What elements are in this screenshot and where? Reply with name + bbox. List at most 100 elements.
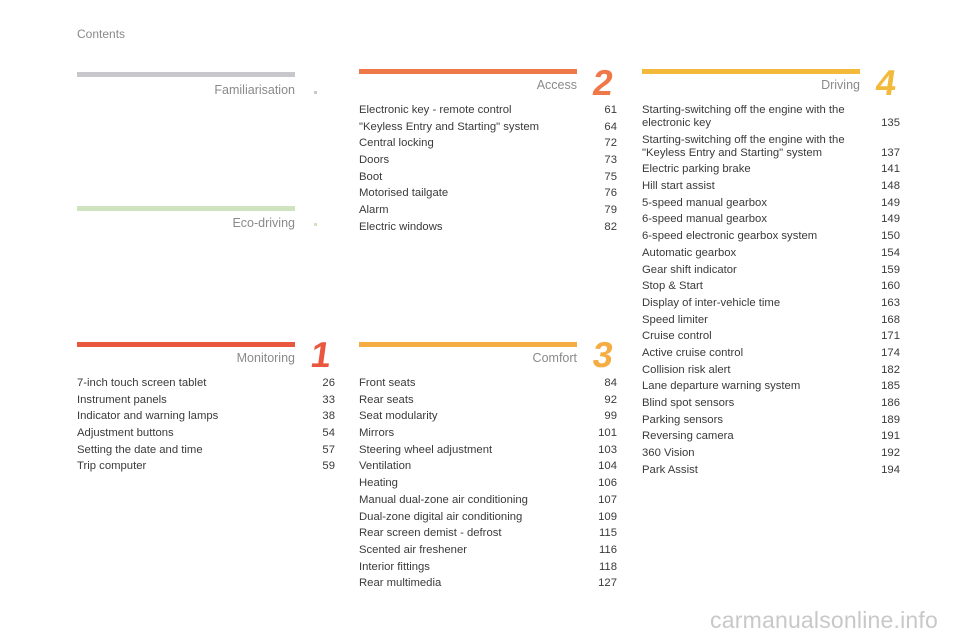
toc-entry-page: 38 <box>322 410 335 423</box>
toc-entry[interactable]: Steering wheel adjustment 103 <box>359 444 617 457</box>
toc-entry-page: 54 <box>322 427 335 440</box>
toc-entry[interactable]: Central locking 72 <box>359 137 617 150</box>
toc-entry[interactable]: Display of inter-vehicle time 163 <box>642 297 900 310</box>
toc-entry[interactable]: Trip computer 59 <box>77 460 335 473</box>
toc-entry-label: 360 Vision <box>642 447 695 460</box>
toc-entry[interactable]: Cruise control 171 <box>642 330 900 343</box>
toc-entry-label: Starting-switching off the engine with t… <box>642 104 845 129</box>
section-title: Monitoring <box>236 351 295 365</box>
toc-entry[interactable]: Boot 75 <box>359 171 617 184</box>
toc-entry-page: 61 <box>604 104 617 116</box>
toc-entry-label: Stop & Start <box>642 280 703 293</box>
toc-entry-label: Rear seats <box>359 393 414 406</box>
toc-entry[interactable]: Rear seats 92 <box>359 394 617 407</box>
toc-entry-label: Adjustment buttons <box>77 427 174 440</box>
toc-entry[interactable]: Stop & Start 160 <box>642 280 900 293</box>
toc-entry-label: Seat modularity <box>359 410 438 423</box>
toc-entry-page: 137 <box>881 146 900 159</box>
section-bar <box>359 69 577 74</box>
toc-entry-page: 185 <box>881 380 900 393</box>
toc-entry-page: 127 <box>598 577 617 590</box>
toc-entry-page: 182 <box>881 363 900 376</box>
toc-entry-page: 92 <box>604 393 617 406</box>
toc-entry[interactable]: Parking sensors 189 <box>642 414 900 427</box>
toc-entry[interactable]: Electronic key - remote control 61 <box>359 104 617 117</box>
section-marker-icon <box>314 91 317 94</box>
toc-entry-label: 7-inch touch screen tablet <box>77 377 207 389</box>
toc-entry-label: Blind spot sensors <box>642 397 735 409</box>
toc-entry-page: 174 <box>881 346 900 359</box>
toc-entry[interactable]: Setting the date and time 57 <box>77 444 335 457</box>
toc-entry-page: 171 <box>881 330 900 343</box>
toc-entry-label: "Keyless Entry and Starting" system <box>359 120 540 133</box>
toc-entry[interactable]: Scented air freshener 116 <box>359 544 617 557</box>
toc-entry[interactable]: Indicator and warning lamps 38 <box>77 410 335 423</box>
toc-entry[interactable]: Rear screen demist - defrost 115 <box>359 527 617 540</box>
toc-entry[interactable]: Speed limiter 168 <box>642 314 900 327</box>
section-number: 2 <box>590 62 616 103</box>
toc-entry-page: 116 <box>598 543 617 556</box>
toc-entry[interactable]: Reversing camera 191 <box>642 430 900 443</box>
toc-entry[interactable]: Interior fittings 118 <box>359 561 617 574</box>
toc-entry[interactable]: Doors 73 <box>359 154 617 167</box>
toc-entry[interactable]: Park Assist 194 <box>642 464 900 477</box>
toc-entry-page: 104 <box>598 460 617 473</box>
toc-entry[interactable]: Automatic gearbox 154 <box>642 247 900 260</box>
toc-entry[interactable]: Electric parking brake 141 <box>642 163 900 176</box>
toc-entry[interactable]: 6-speed manual gearbox 149 <box>642 213 900 226</box>
toc-entry[interactable]: Motorised tailgate 76 <box>359 187 617 200</box>
toc-entry-page: 160 <box>881 280 900 293</box>
toc-entry-label: Steering wheel adjustment <box>359 443 493 456</box>
toc-entry-page: 59 <box>322 460 335 473</box>
toc-entry[interactable]: 6-speed electronic gearbox system 150 <box>642 230 900 243</box>
toc-entry[interactable]: Adjustment buttons 54 <box>77 427 335 440</box>
section-title: Driving <box>821 78 860 92</box>
section-number: 4 <box>873 62 899 103</box>
toc-entry[interactable]: Lane departure warning system 185 <box>642 380 900 393</box>
toc-entry[interactable]: Electric windows 82 <box>359 221 617 234</box>
toc-entry-label: Rear screen demist - defrost <box>359 527 502 540</box>
section-driving: Driving 4 Starting-switching off the eng… <box>642 62 900 487</box>
toc-entry[interactable]: Rear multimedia 127 <box>359 577 617 590</box>
toc-entry[interactable]: Active cruise control 174 <box>642 347 900 360</box>
toc-entry[interactable]: 5-speed manual gearbox 149 <box>642 197 900 210</box>
toc-entry[interactable]: 360 Vision 192 <box>642 447 900 460</box>
toc-entry[interactable]: Starting-switching off the engine with t… <box>642 134 900 160</box>
toc-entry-label: 5-speed manual gearbox <box>642 196 767 209</box>
section-access: Access 2 Electronic key - remote control… <box>359 62 617 267</box>
toc-entry[interactable]: Heating 106 <box>359 477 617 490</box>
toc-entry[interactable]: Collision risk alert 182 <box>642 364 900 377</box>
toc-entry-page: 26 <box>322 377 335 389</box>
toc-entry[interactable]: 7-inch touch screen tablet 26 <box>77 377 335 390</box>
toc-entry[interactable]: Manual dual-zone air conditioning 107 <box>359 494 617 507</box>
toc-entry[interactable]: Blind spot sensors 186 <box>642 397 900 410</box>
toc-entry[interactable]: Mirrors 101 <box>359 427 617 440</box>
toc-entry[interactable]: Alarm 79 <box>359 204 617 217</box>
toc-entry[interactable]: Gear shift indicator 159 <box>642 264 900 277</box>
toc-entry-label: Interior fittings <box>359 560 430 573</box>
toc-entry-label: Electronic key - remote control <box>359 104 512 116</box>
toc-entry-label: Ventilation <box>359 460 412 473</box>
toc-entry-page: 107 <box>598 493 617 506</box>
toc-entry-label: Parking sensors <box>642 413 723 426</box>
toc-entry[interactable]: Seat modularity 99 <box>359 410 617 423</box>
toc-entry[interactable]: Hill start assist 148 <box>642 180 900 193</box>
toc-entry-page: 192 <box>881 447 900 460</box>
toc-entry[interactable]: Ventilation 104 <box>359 460 617 473</box>
section-bar <box>642 69 860 74</box>
section-bar <box>77 72 295 77</box>
toc-entry-page: 150 <box>881 230 900 243</box>
toc-entry[interactable]: Front seats 84 <box>359 377 617 390</box>
toc-entry-label: Scented air freshener <box>359 543 468 556</box>
toc-entry[interactable]: Instrument panels 33 <box>77 394 335 407</box>
toc-entry[interactable]: Starting-switching off the engine with t… <box>642 104 900 130</box>
section-marker-icon <box>314 223 317 226</box>
toc-list: Front seats 84 Rear seats 92 Seat modularity… <box>359 377 617 594</box>
section-title: Familiarisation <box>214 83 295 97</box>
toc-entry-label: Boot <box>359 170 383 183</box>
toc-entry-label: Automatic gearbox <box>642 246 737 259</box>
section-number: 1 <box>308 334 334 375</box>
toc-entry[interactable]: "Keyless Entry and Starting" system 64 <box>359 121 617 134</box>
toc-entry[interactable]: Dual-zone digital air conditioning 109 <box>359 511 617 524</box>
toc-entry-page: 191 <box>881 430 900 443</box>
